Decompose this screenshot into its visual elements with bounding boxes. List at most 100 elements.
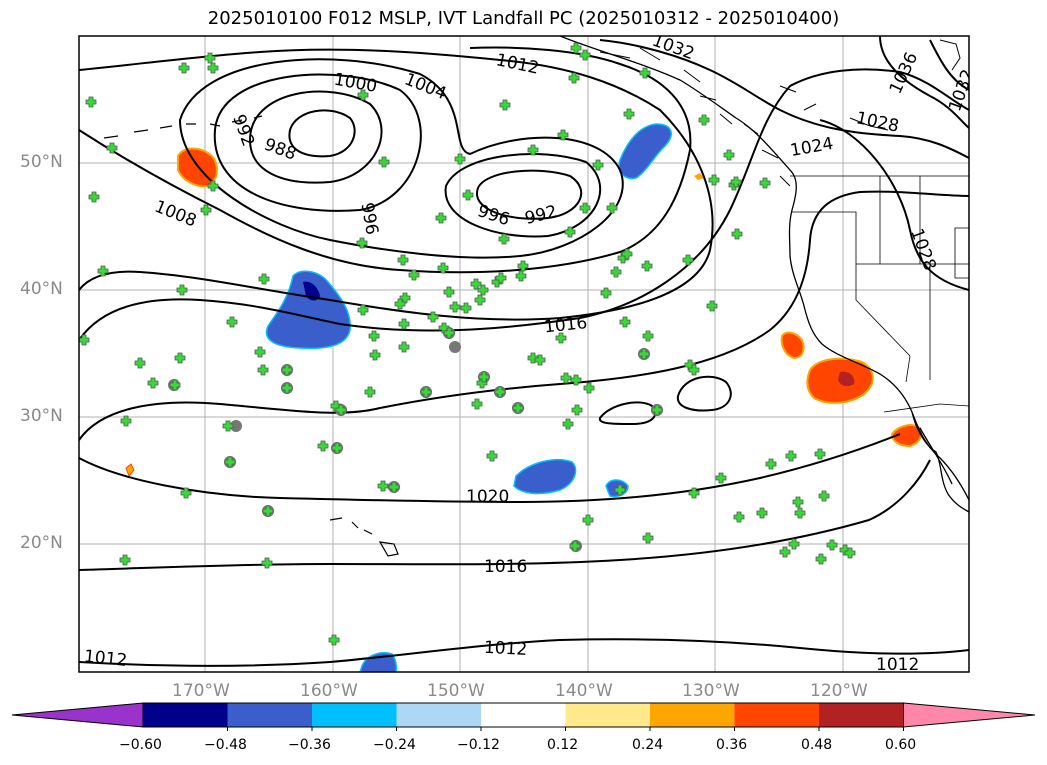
station-ring: [449, 341, 461, 353]
lon-label: 170°W: [172, 681, 230, 701]
map-frame: [78, 35, 970, 673]
colorbar-tick-label: 0.60: [885, 737, 917, 753]
station-marker: [610, 266, 622, 278]
colorbar-extend-min: [11, 702, 144, 728]
station-marker: [120, 415, 132, 427]
station-marker: [420, 386, 432, 398]
station-marker: [639, 67, 651, 79]
isobar-label: 1012: [83, 647, 128, 671]
station-marker: [706, 300, 718, 312]
station-marker: [180, 487, 192, 499]
station-marker: [579, 202, 591, 214]
colorbar-tick-label: 0.36: [716, 737, 748, 753]
colorbar-tick-label: −0.60: [119, 737, 162, 753]
lon-label: 140°W: [555, 681, 613, 701]
station-marker: [560, 372, 572, 384]
station-marker: [174, 352, 186, 364]
lon-label: 120°W: [810, 681, 868, 701]
station-marker: [715, 472, 727, 484]
station-marker: [435, 212, 447, 224]
lat-label: 30°N: [20, 406, 63, 426]
isobar: [879, 36, 969, 129]
station-marker: [688, 364, 700, 376]
ivt-positive-patch: [780, 331, 805, 360]
station-marker: [408, 269, 420, 281]
isobar-label: 1016: [484, 557, 527, 577]
station-marker: [460, 302, 472, 314]
station-marker: [582, 514, 594, 526]
station-marker: [281, 364, 293, 376]
station-marker: [443, 327, 455, 339]
station-marker: [765, 458, 777, 470]
station-marker: [258, 273, 270, 285]
station-marker: [826, 539, 838, 551]
station-marker: [623, 108, 635, 120]
isobar: [288, 109, 356, 158]
station-marker: [730, 176, 742, 188]
isobar: [248, 90, 383, 184]
isobar: [79, 433, 901, 504]
station-marker: [88, 191, 100, 203]
station-marker: [169, 379, 181, 391]
colorbar-tick-label: −0.48: [204, 737, 247, 753]
station-marker: [494, 386, 506, 398]
colorbar-tick-label: −0.24: [373, 737, 416, 753]
station-marker: [818, 490, 830, 502]
ivt-positive-core: [838, 371, 855, 387]
isobar-label: 1012: [876, 655, 919, 675]
isobar: [599, 39, 969, 159]
station-marker: [207, 180, 219, 192]
station-marker: [527, 144, 539, 156]
station-marker: [621, 248, 633, 260]
ivt-positive-patch: [694, 173, 704, 180]
station-marker: [534, 354, 546, 366]
lon-label: 130°W: [682, 681, 740, 701]
isobar: [178, 58, 624, 259]
colorbar: [11, 702, 1036, 731]
isobar-label: 1020: [466, 487, 509, 507]
station-marker: [106, 142, 118, 154]
station-marker: [486, 450, 498, 462]
station-marker: [200, 204, 212, 216]
ivt-positive-patch: [125, 463, 135, 477]
lon-label: 160°W: [300, 681, 358, 701]
colorbar-tick-label: −0.12: [457, 737, 500, 753]
ivt-positive-patch: [890, 424, 923, 448]
station-marker: [814, 448, 826, 460]
canadian-arctic-coast: [779, 39, 961, 131]
station-marker: [682, 254, 694, 266]
isobar: [79, 46, 692, 274]
isobar-label: 1016: [543, 313, 588, 337]
station-marker: [462, 189, 474, 201]
station-marker: [261, 557, 273, 569]
station-marker: [257, 364, 269, 376]
graticule: [79, 36, 969, 672]
colorbar-swatch: [650, 703, 735, 727]
ivt-negative-patch: [265, 270, 351, 350]
station-marker: [570, 374, 582, 386]
lat-label: 50°N: [20, 152, 63, 172]
station-marker: [779, 546, 791, 558]
station-marker: [708, 174, 720, 186]
colorbar-swatch: [396, 703, 481, 727]
colorbar-outline: [142, 702, 904, 728]
station-marker: [226, 316, 238, 328]
station-marker: [394, 298, 406, 310]
isobar: [79, 190, 969, 441]
station-marker: [427, 311, 439, 323]
station-marker: [207, 62, 219, 74]
station-marker: [651, 404, 663, 416]
station-marker: [733, 511, 745, 523]
station-marker: [79, 334, 90, 346]
station-marker: [398, 318, 410, 330]
station-marker: [335, 404, 347, 416]
isobar: [444, 153, 602, 238]
colorbar-swatch: [734, 703, 819, 727]
station-marker: [571, 404, 583, 416]
station-marker: [723, 149, 735, 161]
colorbar-swatch: [565, 703, 650, 727]
colorbar-swatch: [312, 703, 397, 727]
station-marker: [176, 284, 188, 296]
station-marker: [224, 456, 236, 468]
station-marker: [357, 89, 369, 101]
